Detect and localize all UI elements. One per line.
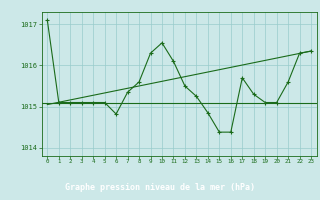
Text: Graphe pression niveau de la mer (hPa): Graphe pression niveau de la mer (hPa) [65,182,255,192]
